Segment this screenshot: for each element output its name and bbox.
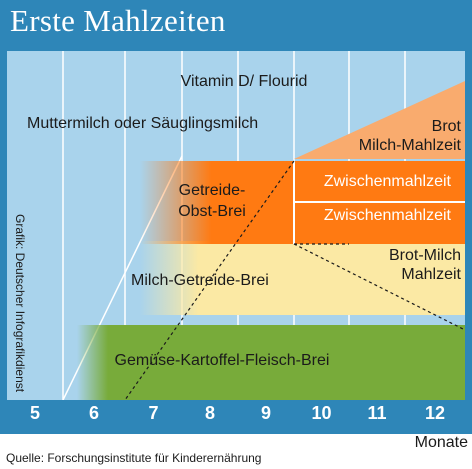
cereal-fruit-label-1: Getreide- xyxy=(178,182,246,199)
milk-label: Muttermilch oder Säuglingsmilch xyxy=(27,115,259,132)
month-12: 12 xyxy=(424,403,446,423)
graphic-credit: Grafik: Deutscher Infografikdienst xyxy=(13,214,27,393)
bread-milk-top-label-1: Brot xyxy=(431,118,461,135)
veg-potato-meat-band xyxy=(77,325,465,400)
bread-milk-mid-label-1: Brot-Milch xyxy=(388,247,461,264)
title-bar: Erste Mahlzeiten xyxy=(0,0,472,44)
transition-dashes xyxy=(124,160,465,400)
bread-milk-top-label-2: Milch-Mahlzeit xyxy=(358,137,461,154)
page-title: Erste Mahlzeiten xyxy=(10,3,226,38)
vitamin-label: Vitamin D/ Flourid xyxy=(180,73,308,90)
snack-label-2: Zwischenmahlzeit xyxy=(323,207,451,224)
source-note: Quelle: Forschungsinstitute für Kinderer… xyxy=(6,451,262,465)
month-axis: 5 6 7 8 9 10 11 12 xyxy=(7,400,465,428)
month-7: 7 xyxy=(148,403,159,423)
milk-cereal-label: Milch-Getreide-Brei xyxy=(131,272,269,289)
diagram-panel: Vitamin D/ Flourid Muttermilch oder Säug… xyxy=(7,51,465,400)
month-9: 9 xyxy=(260,403,271,423)
month-10: 10 xyxy=(311,403,332,423)
snack-label-1: Zwischenmahlzeit xyxy=(323,173,451,190)
month-11: 11 xyxy=(367,403,387,423)
diagram-graphics xyxy=(62,51,465,400)
axis-label-months: Monate xyxy=(414,434,468,451)
cereal-fruit-label-2: Obst-Brei xyxy=(178,203,246,220)
bread-milk-mid-label-2: Mahlzeit xyxy=(401,266,461,283)
month-6: 6 xyxy=(88,403,99,423)
month-8: 8 xyxy=(204,403,215,423)
veg-potato-meat-label: Gemüse-Kartoffel-Fleisch-Brei xyxy=(114,352,330,369)
bread-milk-triangle xyxy=(294,81,465,159)
milk-cereal-band xyxy=(140,241,465,315)
month-5: 5 xyxy=(29,403,40,423)
